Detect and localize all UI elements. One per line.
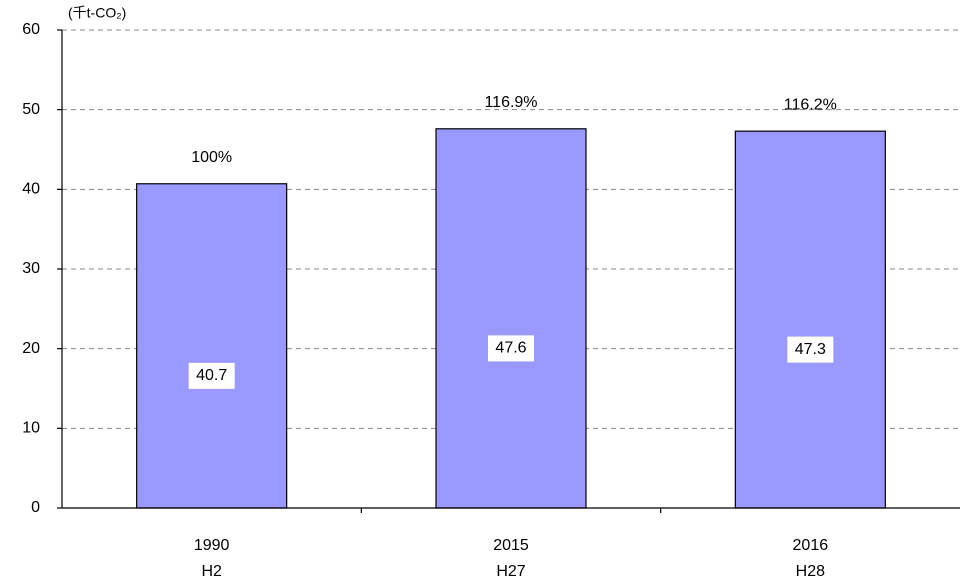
- value-label-box: [488, 335, 534, 362]
- bar: [435, 128, 587, 509]
- value-label: 40.7: [196, 367, 227, 384]
- bar: [734, 130, 886, 509]
- x-tick-sublabel: H2: [201, 563, 222, 580]
- index-label: 100%: [191, 149, 232, 166]
- x-tick-label: 2015: [493, 537, 529, 554]
- index-label: 116.2%: [784, 96, 837, 113]
- value-label-box: [787, 336, 834, 363]
- value-label-box: [188, 362, 235, 389]
- x-tick-sublabel: H28: [796, 563, 825, 580]
- bar: [136, 183, 288, 509]
- x-tick-label: 2016: [793, 537, 829, 554]
- value-label: 47.3: [795, 341, 826, 358]
- y-tick-label: 40: [22, 181, 40, 198]
- y-tick-label: 20: [22, 340, 40, 357]
- y-tick-label: 10: [22, 420, 40, 437]
- index-label: 116.9%: [484, 94, 537, 111]
- x-tick-label: 1990: [194, 537, 230, 554]
- y-tick-label: 60: [22, 21, 40, 38]
- x-tick-sublabel: H27: [496, 563, 525, 580]
- unit-label: (千t-CO₂): [68, 5, 126, 21]
- y-tick-label: 50: [22, 101, 40, 118]
- y-tick-label: 30: [22, 260, 40, 277]
- value-label: 47.6: [495, 340, 526, 357]
- y-tick-label: 0: [31, 499, 40, 516]
